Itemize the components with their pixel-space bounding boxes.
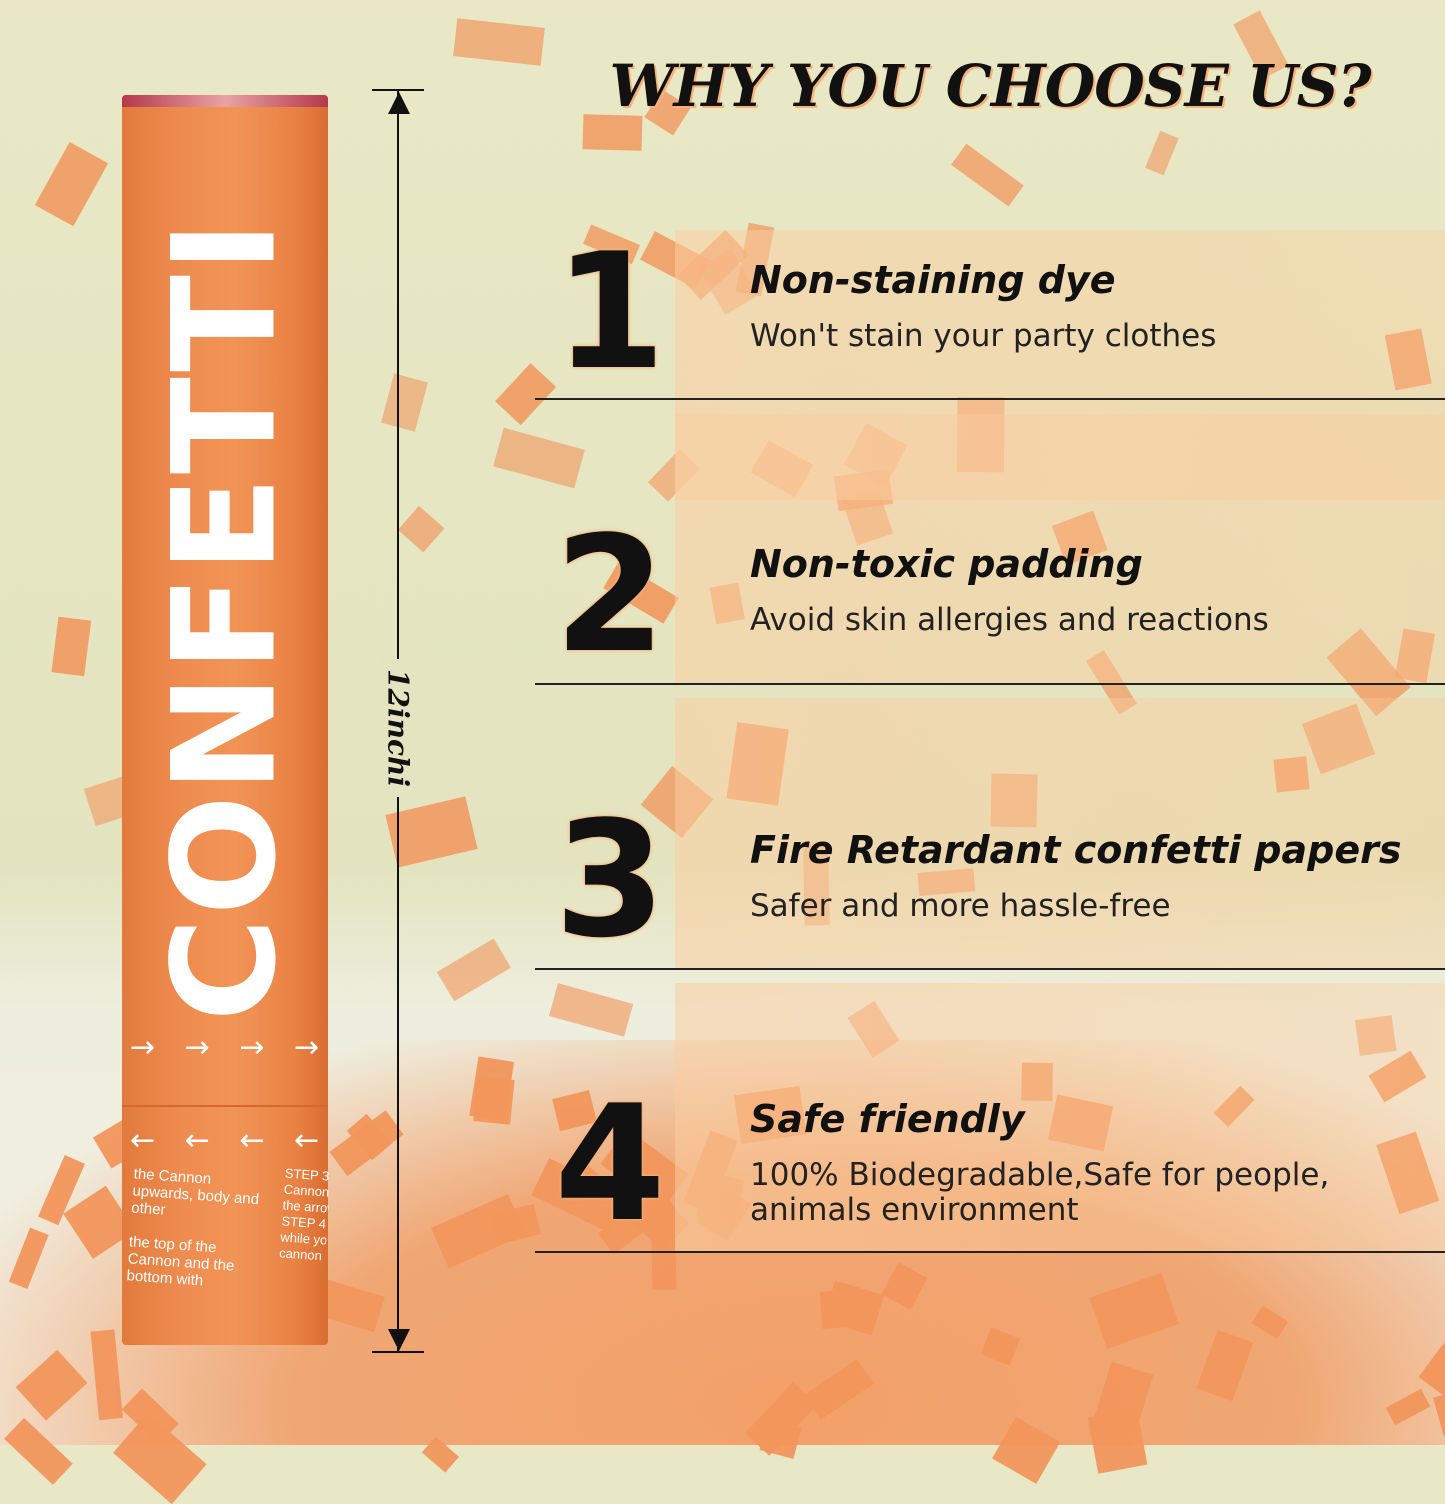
cannon-instructions-steps: STEP 3 Cannon the arrow STEP 4 while you… xyxy=(278,1165,332,1264)
confetti-piece xyxy=(493,427,585,489)
confetti-piece xyxy=(381,373,428,432)
measurement-tick-bottom xyxy=(372,1351,424,1353)
feature-panel xyxy=(675,983,1445,1253)
confetti-piece xyxy=(437,938,512,1002)
feature-number-3: 3 xyxy=(554,786,666,973)
arrows-right-icon: → → → → → xyxy=(130,1030,330,1065)
cannon-cap xyxy=(122,95,328,107)
measurement-label: 12inchi xyxy=(381,658,415,798)
feature-description-2: Avoid skin allergies and reactions xyxy=(750,602,1269,638)
confetti-piece xyxy=(1145,131,1180,176)
arrow-down-icon xyxy=(388,1329,410,1351)
feature-panel xyxy=(675,414,1445,684)
divider xyxy=(535,968,1445,970)
arrows-left-icon: ← ← ← ← ← xyxy=(130,1123,330,1158)
confetti-piece xyxy=(385,796,478,868)
feature-description-1: Won't stain your party clothes xyxy=(750,318,1217,354)
feature-title-3: Fire Retardant confetti papers xyxy=(750,828,1402,872)
cannon-band xyxy=(122,1105,328,1107)
feature-title-4: Safe friendly xyxy=(750,1097,1025,1141)
feature-panel xyxy=(675,698,1445,968)
confetti-piece xyxy=(34,141,109,227)
feature-title-1: Non-staining dye xyxy=(750,258,1116,302)
confetti-piece xyxy=(50,616,91,678)
headline: WHY YOU CHOOSE US? xyxy=(609,52,1372,120)
arrow-up-icon xyxy=(388,92,410,114)
confetti-piece xyxy=(549,983,634,1038)
feature-title-2: Non-toxic padding xyxy=(750,542,1143,586)
confetti-cannon: CONFETTI → → → → → ← ← ← ← ← the Cannon … xyxy=(122,95,331,1345)
measurement-tick-top xyxy=(372,89,424,91)
confetti-piece xyxy=(397,505,445,553)
divider xyxy=(535,398,1445,400)
feature-number-4: 4 xyxy=(554,1070,666,1257)
confetti-piece xyxy=(951,143,1024,206)
feature-description-4: 100% Biodegradable,Safe for people, anim… xyxy=(750,1157,1330,1228)
divider xyxy=(535,1251,1445,1253)
feature-description-3: Safer and more hassle-free xyxy=(750,888,1171,924)
divider xyxy=(535,683,1445,685)
cannon-instructions: the Cannon upwards, body and other the t… xyxy=(126,1165,260,1290)
confetti-piece xyxy=(453,17,545,66)
feature-number-1: 1 xyxy=(554,218,666,405)
feature-number-2: 2 xyxy=(554,501,666,688)
